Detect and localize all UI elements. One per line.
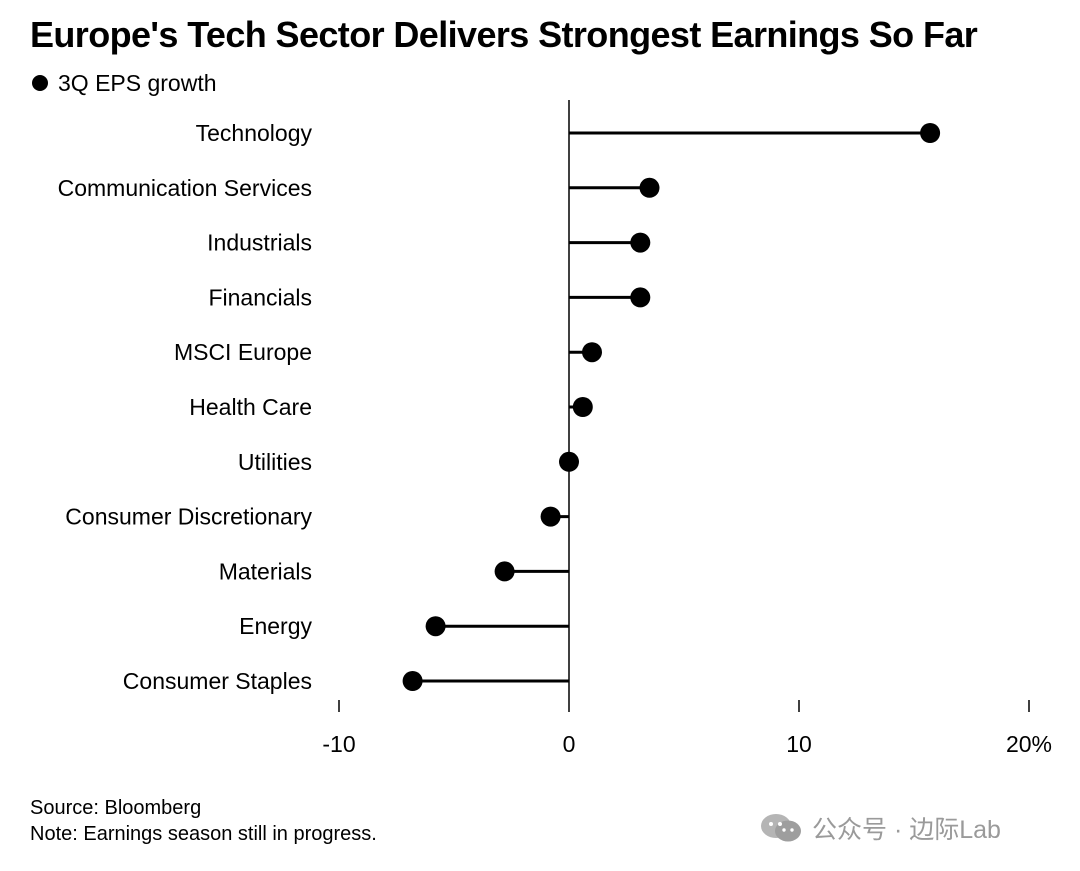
category-label-health-care: Health Care — [189, 394, 312, 420]
category-label-technology: Technology — [196, 120, 313, 146]
point-energy — [425, 616, 446, 637]
watermark: 公众号 · 边际Lab — [760, 812, 1001, 844]
footnote: Note: Earnings season still in progress. — [30, 823, 377, 845]
x-tick-label-0: -10 — [322, 731, 355, 757]
category-label-utilities: Utilities — [238, 449, 312, 475]
point-materials — [494, 561, 515, 582]
source-note: Source: Bloomberg — [30, 797, 202, 819]
category-label-consumer-discretionary: Consumer Discretionary — [65, 504, 312, 530]
point-communication-services — [639, 177, 660, 198]
category-label-financials: Financials — [208, 284, 312, 310]
category-label-msci-europe: MSCI Europe — [174, 339, 312, 365]
lollipop-chart: Technology Communication Services Industri… — [58, 100, 1052, 757]
x-tick-label-3: 20% — [1006, 731, 1052, 757]
watermark-text: 公众号 · 边际Lab — [812, 816, 1001, 844]
category-label-energy: Energy — [239, 613, 312, 639]
category-label-materials: Materials — [219, 558, 312, 584]
category-label-consumer-staples: Consumer Staples — [123, 668, 312, 694]
category-label-communication-services: Communication Services — [58, 175, 312, 201]
point-financials — [630, 287, 651, 308]
point-consumer-discretionary — [540, 506, 561, 527]
point-utilities — [559, 451, 579, 472]
x-tick-label-2: 10 — [786, 731, 812, 757]
legend-label: 3Q EPS growth — [58, 69, 217, 96]
chart-title: Europe's Tech Sector Delivers Strongest … — [30, 14, 978, 55]
category-label-industrials: Industrials — [207, 230, 312, 256]
legend-marker — [32, 75, 48, 91]
point-technology — [920, 123, 941, 143]
point-consumer-staples — [402, 671, 423, 691]
legend: 3Q EPS growth — [32, 68, 217, 98]
x-tick-label-1: 0 — [563, 731, 576, 757]
point-msci-europe — [582, 342, 602, 363]
wechat-icon — [761, 814, 801, 842]
point-industrials — [630, 232, 651, 253]
point-health-care — [572, 397, 593, 417]
